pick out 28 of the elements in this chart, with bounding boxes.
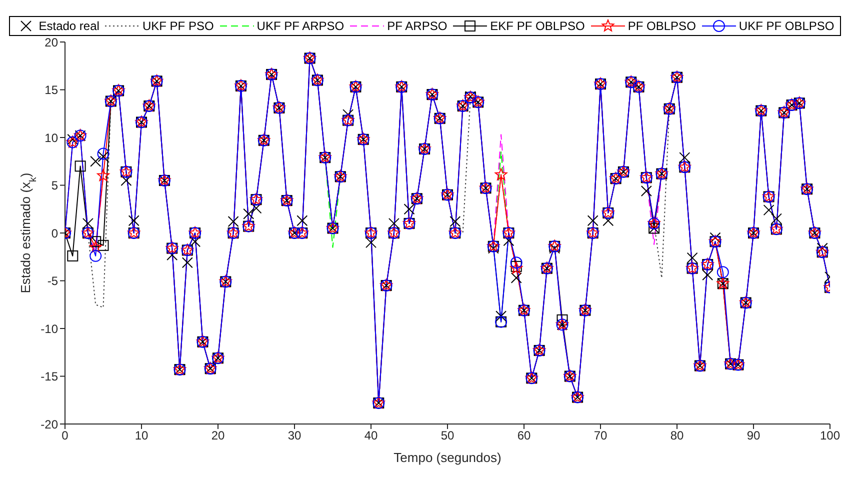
x-tick-label: 10 [134,428,148,443]
y-tick-label: 20 [44,35,58,50]
legend-label: UKF PF ARPSO [256,19,344,33]
legend-label: UKF PF OBLPSO [738,19,834,33]
y-tick-label: 5 [51,178,58,193]
x-axis-title: Tempo (segundos) [394,450,502,465]
y-tick-label: -20 [40,417,58,432]
y-tick-label: 15 [44,83,58,98]
x-tick-label: 60 [517,428,531,443]
x-tick-label: 20 [211,428,225,443]
x-tick-label: 0 [62,428,69,443]
y-tick-label: -15 [40,370,58,384]
legend-label: EKF PF OBLPSO [490,19,585,33]
x-tick-label: 100 [820,428,840,443]
x-tick-label: 30 [288,428,302,443]
x-tick-label: 80 [670,428,684,443]
x-tick-label: 70 [594,428,608,443]
y-tick-label: 10 [44,130,58,145]
legend-label: Estado real [38,19,100,33]
legend-label: PF ARPSO [387,19,448,33]
legend-label: PF OBLPSO [628,19,696,33]
y-tick-label: -10 [40,322,58,336]
x-tick-label: 40 [364,428,378,443]
x-tick-label: 50 [440,428,454,443]
legend-label: UKF PF PSO [142,19,214,33]
y-tick-label: 0 [51,226,58,240]
y-tick-label: -5 [47,274,58,288]
x-tick-label: 90 [746,428,760,443]
